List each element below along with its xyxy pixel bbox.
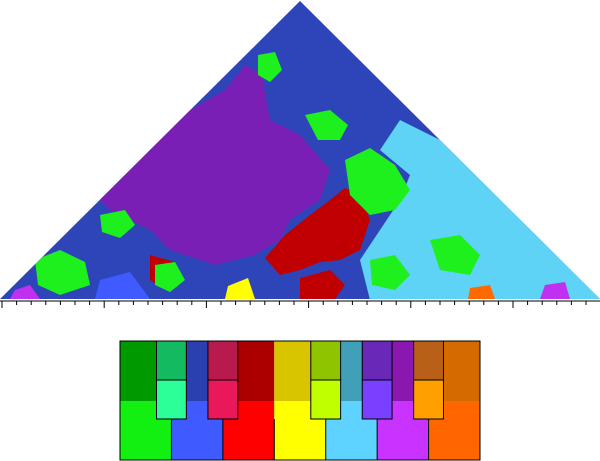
region-green-1: [258, 52, 282, 82]
legend-key-csharp-major: [156, 379, 187, 420]
legend-key-csharp-minor: [156, 340, 187, 381]
region-red: [265, 188, 370, 275]
legend-key-fsharp-major: [310, 379, 342, 420]
region-purple: [90, 65, 330, 265]
region-green-8: [370, 255, 410, 290]
region-yellow-bottom: [225, 278, 255, 299]
region-orange-bottom: [468, 285, 495, 299]
region-green-3: [345, 148, 410, 215]
region-green-4: [100, 210, 135, 238]
region-green-5: [35, 250, 90, 295]
legend-key-eb-major: [207, 379, 239, 420]
legend-key-bb-major: [413, 379, 444, 420]
region-violet-bottom-2: [540, 282, 570, 299]
region-red-low: [300, 270, 345, 299]
region-green-6: [155, 262, 185, 292]
region-sky: [360, 120, 600, 299]
legend-key-bb-minor: [413, 340, 444, 381]
key-color-legend: [119, 340, 481, 461]
keyscape-triangle: [0, 1, 600, 299]
region-violet-bottom: [10, 285, 40, 299]
region-bright-blue-bottom: [95, 272, 150, 299]
region-green-7: [430, 235, 480, 275]
region-green-2: [305, 110, 348, 140]
legend-key-fsharp-minor: [310, 340, 342, 381]
legend-key-ab-major: [361, 379, 393, 420]
legend-key-eb-minor: [207, 340, 239, 381]
axis-ticks: [1, 301, 587, 308]
legend-outline: [119, 340, 481, 461]
time-axis: [0, 300, 600, 308]
legend-key-ab-minor: [361, 340, 393, 381]
